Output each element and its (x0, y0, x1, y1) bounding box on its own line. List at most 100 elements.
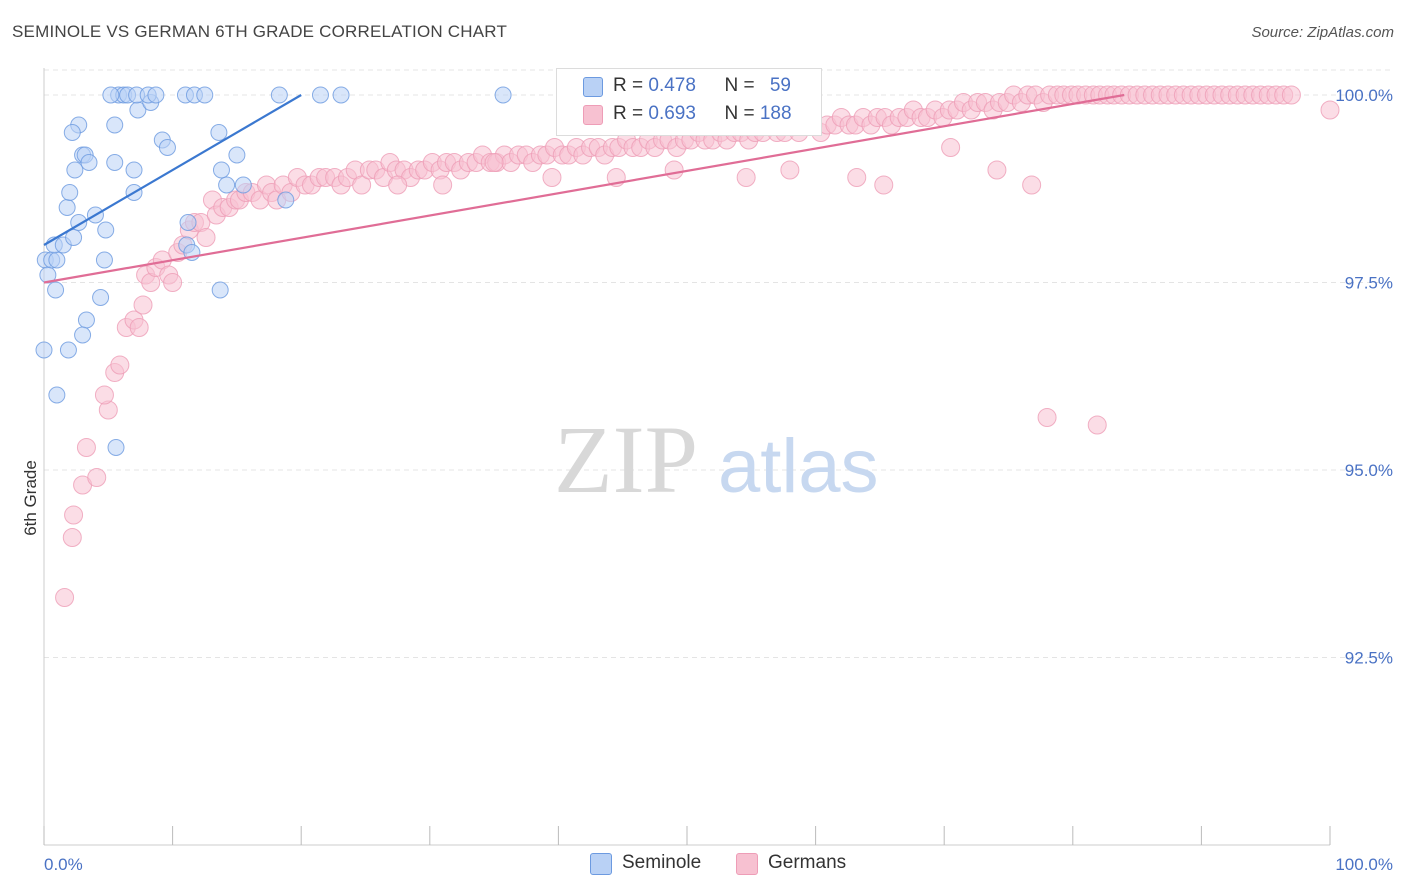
germans-point (94, 385, 114, 405)
seminole-point (47, 281, 65, 299)
seminole-point (63, 124, 81, 141)
y-axis-label: 6th Grade (21, 460, 40, 536)
seminole-points (35, 86, 512, 456)
germans-point (388, 175, 408, 195)
seminole-point (80, 154, 98, 171)
germans-point (1037, 408, 1057, 427)
germans-point (847, 168, 867, 187)
seminole-point (158, 139, 176, 156)
seminole-point (48, 251, 66, 269)
germans-point (941, 138, 961, 157)
seminole-point (125, 161, 143, 179)
legend-n-value-germans: 188 (759, 103, 792, 124)
germans-point (1087, 415, 1107, 435)
seminole-point (59, 341, 77, 359)
germans-point (352, 175, 372, 195)
seminole-point (196, 86, 214, 104)
germans-point (1320, 100, 1340, 120)
watermark-zip: ZIP (554, 406, 698, 513)
germans-point (87, 468, 107, 487)
trendlines (43, 93, 1125, 284)
germans-point (780, 160, 800, 180)
seminole-point (95, 251, 113, 269)
germans-point (874, 175, 894, 195)
source-label: Source: ZipAtlas.com (1251, 24, 1394, 41)
seminole-point (35, 341, 53, 359)
bottom-legend-swatch-seminole (590, 853, 612, 875)
germans-point (542, 168, 562, 187)
germans-point (736, 168, 756, 187)
seminole-point (61, 184, 79, 201)
seminole-trendline (43, 94, 302, 246)
watermark-atlas: atlas (718, 424, 879, 509)
seminole-point (277, 191, 295, 209)
seminole-point (332, 86, 350, 104)
seminole-point (66, 161, 84, 179)
legend-swatch-germans (583, 105, 603, 125)
seminole-point (228, 146, 246, 164)
germans-point (110, 355, 130, 375)
seminole-point (48, 386, 66, 404)
tick-labels: 92.5% 95.0% 97.5% 100.0% 0.0% 100.0% (44, 86, 1393, 874)
seminole-point (270, 86, 288, 104)
seminole-point (179, 214, 197, 231)
seminole-point (92, 289, 110, 306)
germans-point (55, 588, 75, 607)
seminole-point (106, 154, 124, 171)
seminole-point (311, 86, 329, 104)
bottom-legend-label-germans: Germans (768, 852, 847, 873)
germans-point (433, 175, 453, 195)
legend-swatch-seminole (583, 77, 603, 97)
y-tick-label: 100.0% (1335, 86, 1393, 105)
y-tick-label: 95.0% (1345, 461, 1393, 480)
seminole-point (234, 176, 252, 194)
legend-r-value-seminole: 0.478 (648, 75, 696, 96)
x-tick-label-max: 100.0% (1335, 855, 1393, 874)
germans-point (133, 295, 153, 315)
germans-point (129, 318, 149, 337)
germans-point (987, 160, 1007, 180)
seminole-point (210, 124, 228, 141)
seminole-point (211, 281, 229, 299)
germans-point (196, 228, 216, 247)
legend-n-label: N = (724, 75, 760, 96)
germans-point (62, 528, 82, 547)
seminole-point (106, 116, 124, 134)
seminole-point (212, 161, 230, 179)
bottom-legend-swatch-germans (736, 853, 758, 875)
grid-lines (44, 69, 1390, 658)
watermark: ZIP atlas (554, 406, 879, 513)
legend-n-label: N = (724, 103, 760, 124)
germans-trendline (43, 93, 1125, 284)
seminole-point (147, 86, 165, 104)
seminole-point (97, 221, 115, 239)
legend-r-value-germans: 0.693 (648, 103, 696, 124)
germans-point (1022, 175, 1042, 195)
bottom-legend-label-seminole: Seminole (622, 852, 702, 873)
germans-points (55, 85, 1340, 607)
legend-r-label: R = (613, 103, 649, 124)
seminole-point (494, 86, 512, 104)
seminole-point (102, 86, 120, 104)
seminole-point (58, 199, 76, 216)
seminole-point (77, 311, 95, 329)
y-tick-label: 97.5% (1345, 274, 1393, 293)
legend-r-label: R = (613, 75, 649, 96)
germans-point (163, 273, 183, 292)
chart-title: SEMINOLE VS GERMAN 6TH GRADE CORRELATION… (12, 22, 508, 41)
y-tick-label: 92.5% (1345, 649, 1393, 668)
seminole-point (74, 326, 92, 344)
legend-n-value-seminole: 59 (769, 75, 791, 96)
germans-point (64, 505, 84, 525)
x-tick-label-min: 0.0% (44, 855, 83, 874)
germans-point (76, 438, 96, 457)
germans-point (1281, 85, 1301, 105)
seminole-point (107, 439, 125, 456)
germans-point (664, 160, 684, 180)
legend-box: R = 0.478 N = 59 R = 0.693 N = 188 (556, 68, 822, 136)
axes (43, 68, 1331, 846)
seminole-point (218, 176, 236, 194)
seminole-point (65, 229, 83, 246)
germans-point (484, 153, 504, 172)
